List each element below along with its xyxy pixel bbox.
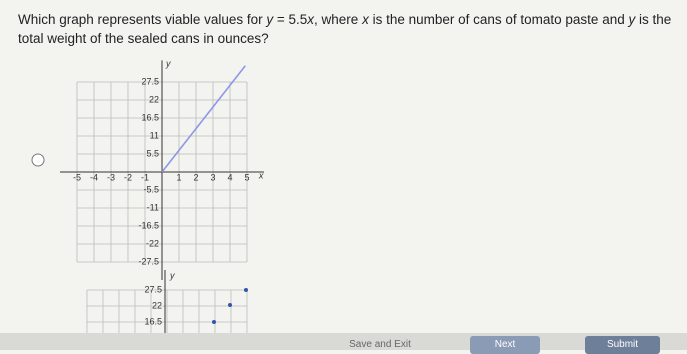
x-tick-label: -2 — [124, 172, 132, 182]
y-tick-label: -27.5 — [138, 256, 159, 266]
x-tick-label: 4 — [227, 172, 232, 182]
y-tick-label: 27.5 — [144, 284, 162, 294]
y-tick-label: -16.5 — [138, 220, 159, 230]
x-tick-label: -5 — [73, 172, 81, 182]
axis-label: x — [258, 170, 264, 180]
y-tick-label: -11 — [147, 202, 159, 212]
graph-point — [212, 320, 216, 324]
y-tick-label: 16.5 — [144, 316, 162, 326]
next-button[interactable]: Next — [470, 336, 540, 354]
question-text: y — [266, 12, 274, 27]
y-tick-label: 16.5 — [141, 112, 159, 122]
graph-point — [244, 288, 248, 292]
x-tick-label: 1 — [176, 172, 181, 182]
question: Which graph represents viable values for… — [18, 10, 683, 48]
question-text: is the total weight of the sealed cans i… — [18, 12, 672, 46]
axis-label: y — [165, 58, 171, 68]
y-tick-label: -22 — [146, 238, 159, 248]
y-tick-label: -5.5 — [143, 184, 159, 194]
x-tick-label: -1 — [141, 172, 149, 182]
question-text: , where — [314, 12, 363, 27]
question-text: = 5.5 — [273, 12, 308, 27]
question-text: x — [362, 12, 369, 27]
x-tick-label: -3 — [107, 172, 115, 182]
x-tick-label: -4 — [90, 172, 98, 182]
y-tick-label: 5.5 — [146, 148, 159, 158]
x-tick-label: 5 — [244, 172, 249, 182]
y-tick-label: 11 — [150, 130, 159, 140]
x-tick-label: 3 — [210, 172, 215, 182]
question-text: x — [307, 12, 315, 27]
x-tick-label: 2 — [193, 172, 198, 182]
radio-option-1[interactable] — [31, 153, 45, 167]
y-tick-label: 22 — [149, 94, 159, 104]
graph-line — [161, 65, 246, 173]
save-exit-button[interactable]: Save and Exit — [349, 339, 411, 350]
y-tick-label: 22 — [152, 300, 162, 310]
question-text: Which graph represents viable values for — [18, 12, 267, 27]
axis-label: y — [169, 270, 175, 280]
submit-button[interactable]: Submit — [585, 336, 660, 354]
graph-point — [228, 303, 232, 307]
question-text: is the number of cans of tomato paste an… — [368, 12, 629, 27]
y-tick-label: 27.5 — [141, 76, 159, 86]
question-text: y — [628, 12, 636, 27]
